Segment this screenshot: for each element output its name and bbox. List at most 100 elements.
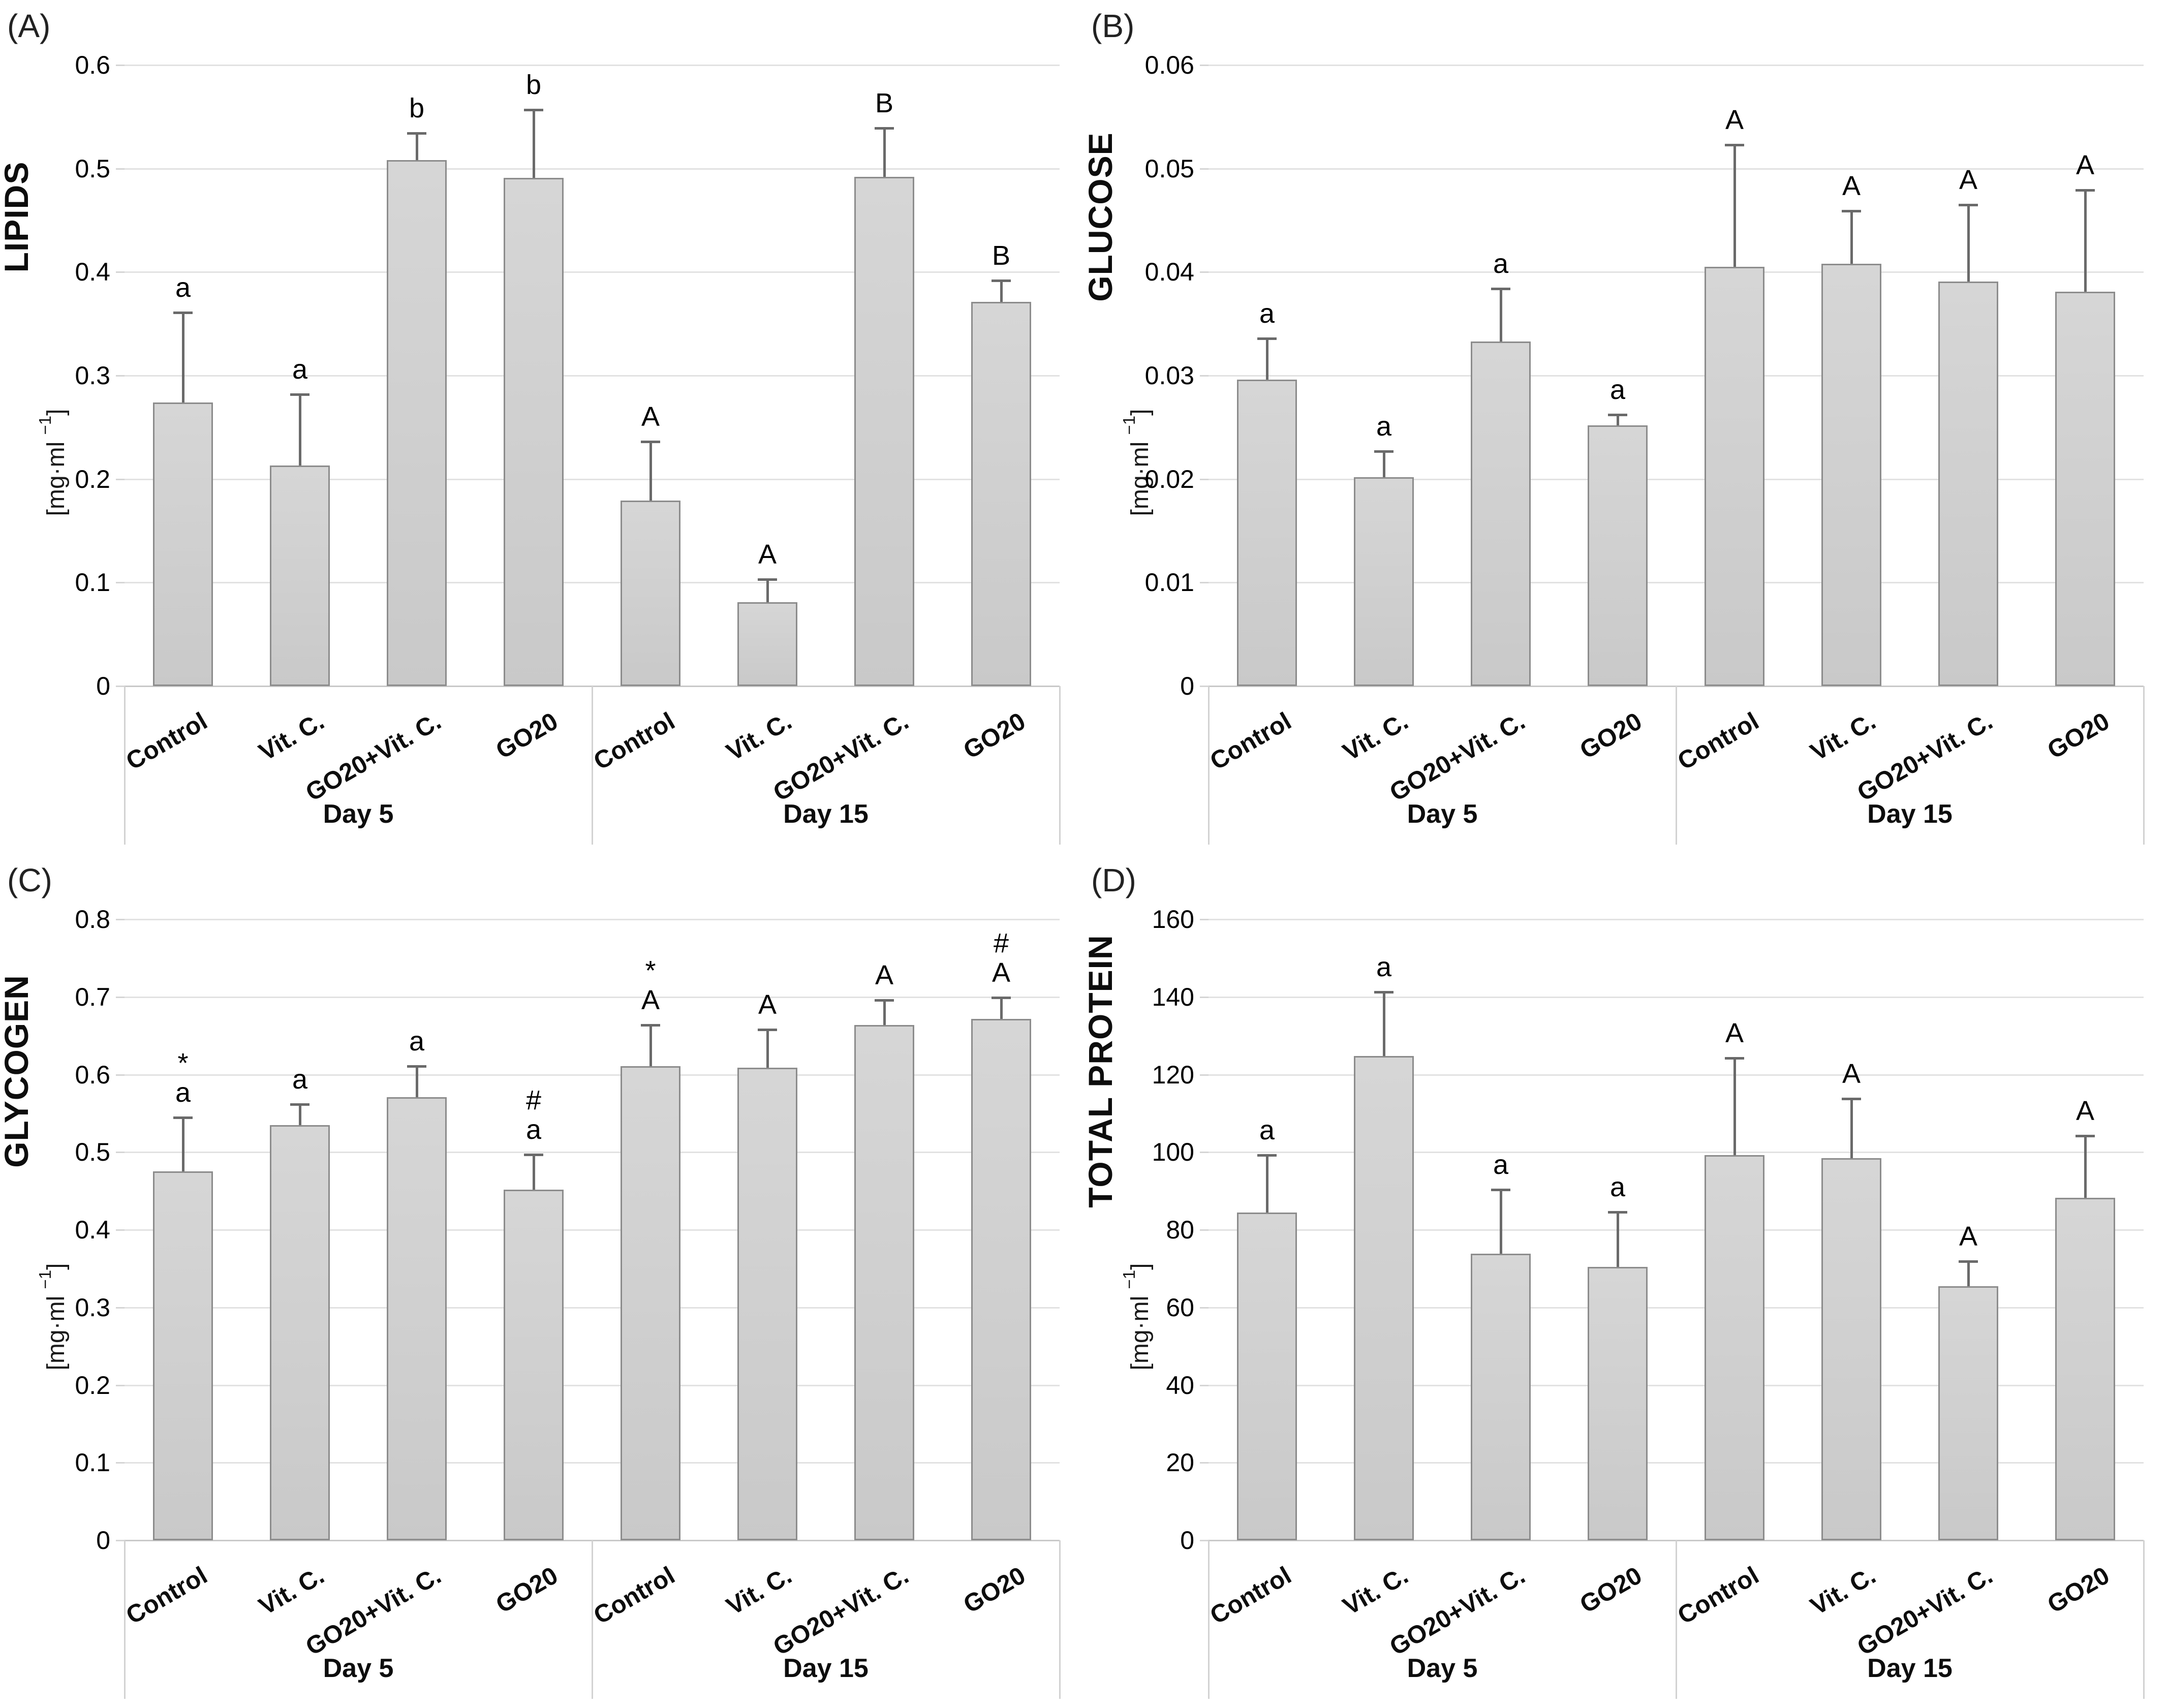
day-group-label: Day 15 <box>783 799 869 829</box>
y-axis-tick <box>116 582 125 584</box>
y-tick-label: 0 <box>96 1526 110 1555</box>
error-bar <box>1733 144 1736 267</box>
bar <box>737 602 797 686</box>
significance-label: a <box>292 1064 308 1095</box>
y-tick-label: 120 <box>1152 1060 1194 1089</box>
significance-label: A <box>1842 171 1861 202</box>
bar <box>1237 380 1297 686</box>
gridline <box>1209 1462 2144 1464</box>
y-axis-tick <box>116 1307 125 1309</box>
y-axis-tick <box>116 1384 125 1386</box>
bar <box>1705 267 1764 686</box>
day-group-label: Day 5 <box>323 799 394 829</box>
y-axis-tick <box>1200 1540 1209 1541</box>
bar <box>1938 1286 1998 1540</box>
error-bar <box>766 1029 769 1068</box>
y-tick-label: 0.1 <box>75 568 110 597</box>
category-band-divider <box>124 1540 126 1699</box>
bar <box>153 1171 213 1540</box>
error-bar-cap <box>1725 1057 1744 1060</box>
bar <box>504 1189 564 1540</box>
gridline <box>125 919 1060 920</box>
y-tick-label: 0.01 <box>1144 568 1194 597</box>
gridline <box>125 168 1060 170</box>
error-bar-cap <box>1608 414 1627 417</box>
y-axis-tick <box>116 1074 125 1076</box>
y-axis-unit: [mg·ml −1] <box>1120 409 1154 516</box>
gridline <box>125 582 1060 584</box>
bar <box>504 177 564 686</box>
error-bar-cap <box>1842 1097 1861 1100</box>
y-tick-label: 0.04 <box>1144 258 1194 287</box>
bar <box>387 1097 447 1540</box>
significance-label: A <box>2076 150 2095 181</box>
error-bar-cap <box>1257 337 1277 340</box>
category-band-divider <box>1208 1540 1210 1699</box>
error-bar-cap <box>1491 1188 1510 1191</box>
panel-letter: (C) <box>7 862 52 898</box>
error-bar <box>1616 1212 1619 1267</box>
gridline <box>1209 65 2144 66</box>
error-bar <box>1265 338 1268 380</box>
bar <box>1938 281 1998 686</box>
significance-label: a <box>1609 1171 1626 1202</box>
error-bar <box>532 109 535 178</box>
error-bar-cap <box>173 1116 193 1119</box>
y-axis-tick <box>116 686 125 687</box>
y-tick-label: 0.1 <box>75 1448 110 1477</box>
y-axis-tick <box>1200 996 1209 998</box>
bar <box>1471 341 1531 686</box>
y-axis-tick <box>116 375 125 377</box>
bar <box>854 176 914 686</box>
significance-label: a <box>1609 375 1626 406</box>
error-bar-cap <box>407 1065 426 1068</box>
y-tick-label: 0 <box>1180 1526 1194 1555</box>
y-axis-tick <box>116 168 125 170</box>
day-group-label: Day 15 <box>783 1654 869 1683</box>
y-tick-label: 0.4 <box>75 258 110 287</box>
error-bar <box>298 394 301 466</box>
category-band-divider <box>124 686 126 845</box>
error-bar <box>415 133 418 161</box>
error-bar-cap <box>1491 287 1510 290</box>
gridline <box>125 1462 1060 1464</box>
significance-label: b <box>525 69 542 100</box>
category-band-divider <box>1059 686 1061 845</box>
y-axis-tick <box>116 919 125 920</box>
error-bar <box>1499 1189 1502 1254</box>
gridline <box>125 65 1060 66</box>
bar <box>2055 1198 2115 1540</box>
y-tick-label: 0.8 <box>75 905 110 934</box>
category-band-divider <box>2143 1540 2145 1699</box>
error-bar-cap <box>641 1023 660 1027</box>
y-axis-tick <box>1200 686 1209 687</box>
bar <box>1588 1266 1648 1540</box>
day-group-label: Day 5 <box>323 1654 394 1683</box>
significance-label: A <box>758 539 777 570</box>
error-bar-cap <box>1959 1260 1978 1263</box>
y-tick-label: 100 <box>1152 1138 1194 1167</box>
bar <box>1354 1055 1414 1540</box>
panel-lipids: (A) LIPIDS [mg·ml −1] 0.6 0.5 0.4 0.3 0.2 0.1… <box>0 0 1084 854</box>
category-label: Control <box>1673 1562 1763 1630</box>
y-tick-label: 160 <box>1152 905 1194 934</box>
error-bar <box>883 1000 886 1025</box>
error-bar-cap <box>2076 189 2095 192</box>
error-bar-cap <box>407 132 426 135</box>
error-bar <box>883 128 886 177</box>
panel-letter: (B) <box>1091 8 1135 44</box>
gridline <box>1209 1384 2144 1386</box>
error-bar <box>1616 415 1619 425</box>
gridline <box>125 1152 1060 1154</box>
gridline <box>1209 919 2144 920</box>
y-axis-tick <box>116 996 125 998</box>
panel-letter: (D) <box>1091 862 1136 898</box>
significance-label: a <box>1259 298 1275 329</box>
y-axis-tick <box>116 65 125 66</box>
error-bar <box>1000 998 1003 1019</box>
y-axis-tick <box>1200 1462 1209 1464</box>
y-tick-label: 0.3 <box>75 361 110 390</box>
y-axis-tick <box>116 1462 125 1464</box>
error-bar-cap <box>1725 143 1744 146</box>
bar <box>1705 1155 1764 1540</box>
